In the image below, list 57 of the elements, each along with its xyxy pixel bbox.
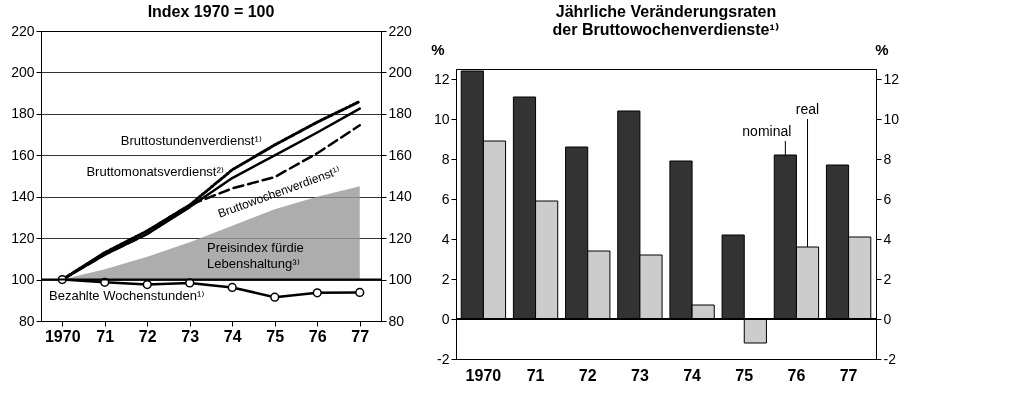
x-tick-label: 77 [351, 327, 370, 345]
y2-tick-label: 120 [388, 229, 413, 246]
y-tick-label: 4 [441, 230, 450, 247]
y2-tick-label: 220 [388, 22, 413, 39]
y-tick-label: 10 [433, 110, 450, 127]
y2-tick-label: 12 [883, 70, 900, 87]
series-label: nominal [742, 123, 792, 139]
y2-tick-label: 160 [388, 146, 413, 163]
x-tick-label: 72 [578, 366, 597, 384]
y2-tick-label: 0 [883, 310, 892, 327]
y-tick-label: 8 [441, 150, 450, 167]
y-tick-label: 120 [11, 229, 35, 246]
x-tick-label: 74 [683, 366, 702, 384]
y2-tick-label: 10 [883, 110, 900, 127]
y-tick-label: 180 [11, 105, 35, 122]
series-label: Bezahlte Wochenstunden¹⁾ [49, 288, 205, 303]
x-tick-label: 72 [138, 327, 157, 345]
y2-tick-label: 6 [883, 190, 892, 207]
x-tick-label: 76 [308, 327, 327, 345]
x-tick-label: 75 [735, 366, 754, 384]
x-tick-label: 74 [223, 327, 242, 345]
y2-tick-label: 140 [388, 188, 413, 205]
text: real [795, 101, 820, 117]
y-tick-label: 2 [441, 270, 450, 287]
y-tick-label: 0 [441, 310, 450, 327]
y-tick-label: 12 [433, 70, 450, 87]
y-tick-label: 220 [11, 22, 35, 39]
chart-title: Jährliche Veränderungsraten der Bruttowochenverdienste¹⁾ [552, 3, 780, 38]
y-tick-label: 6 [441, 190, 450, 207]
chart-title: Index 1970 = 100 [147, 3, 275, 20]
x-tick-label: 73 [631, 366, 649, 384]
y2-tick-label: 4 [883, 230, 892, 247]
x-tick-label: 1970 [44, 327, 81, 345]
x-tick-label: 75 [266, 327, 285, 345]
series-label: Bruttostundenverdienst¹⁾ [120, 133, 262, 148]
y-tick-label: 160 [11, 146, 35, 163]
y2-tick-label: 100 [388, 271, 413, 288]
y-tick-label: 200 [11, 63, 35, 80]
y-axis-title: % [431, 40, 445, 58]
y2-axis-title: % [875, 40, 889, 58]
y2-tick-label: 80 [388, 312, 405, 329]
x-tick-label: 73 [181, 327, 200, 345]
y2-tick-label: 200 [388, 63, 413, 80]
y-tick-label: -2 [437, 350, 450, 367]
x-tick-label: 76 [787, 366, 806, 384]
x-tick-label: 71 [96, 327, 115, 345]
y2-tick-label: 8 [883, 150, 892, 167]
y-tick-label: 80 [18, 312, 35, 329]
y-tick-label: 140 [11, 188, 35, 205]
y2-tick-label: -2 [883, 350, 897, 367]
y2-tick-label: 180 [388, 105, 413, 122]
x-tick-label: 1970 [465, 366, 502, 384]
y2-tick-label: 2 [883, 270, 892, 287]
x-tick-label: 71 [526, 366, 545, 384]
x-tick-label: 77 [839, 366, 858, 384]
y-tick-label: 100 [11, 271, 35, 288]
series-label: Preisindex fürdie Lebenshaltung³⁾ [207, 240, 304, 271]
